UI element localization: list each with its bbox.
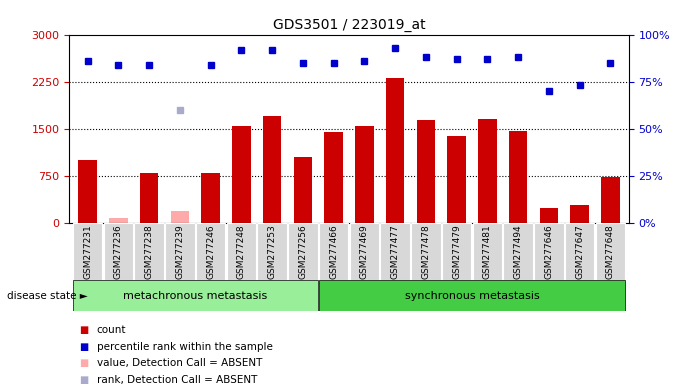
Text: GSM277239: GSM277239	[176, 224, 184, 279]
Text: ■: ■	[79, 375, 88, 384]
Bar	[257, 223, 287, 280]
Title: GDS3501 / 223019_at: GDS3501 / 223019_at	[273, 18, 425, 32]
Bar	[104, 223, 133, 280]
Text: GSM277236: GSM277236	[114, 224, 123, 279]
Text: GSM277648: GSM277648	[606, 224, 615, 279]
Bar	[447, 136, 466, 223]
Bar	[73, 223, 102, 280]
Bar	[78, 160, 97, 223]
Text: GSM277477: GSM277477	[390, 224, 399, 279]
Bar	[386, 78, 404, 223]
Bar	[324, 132, 343, 223]
Bar	[73, 280, 318, 311]
Text: synchronous metastasis: synchronous metastasis	[405, 291, 540, 301]
Text: GSM277248: GSM277248	[237, 224, 246, 279]
Text: GSM277481: GSM277481	[483, 224, 492, 279]
Bar	[442, 223, 471, 280]
Bar	[534, 223, 564, 280]
Text: GSM277494: GSM277494	[513, 224, 522, 279]
Bar	[570, 205, 589, 223]
Text: GSM277478: GSM277478	[422, 224, 430, 279]
Text: GSM277647: GSM277647	[575, 224, 584, 279]
Text: GSM277479: GSM277479	[452, 224, 461, 279]
Bar	[263, 116, 281, 223]
Bar	[411, 223, 441, 280]
Bar	[140, 172, 158, 223]
Bar	[417, 121, 435, 223]
Bar	[201, 172, 220, 223]
Bar	[478, 119, 497, 223]
Text: ■: ■	[79, 342, 88, 352]
Bar	[319, 280, 625, 311]
Bar	[540, 208, 558, 223]
Text: GSM277469: GSM277469	[360, 224, 369, 279]
Bar	[134, 223, 164, 280]
Text: GSM277253: GSM277253	[267, 224, 276, 279]
Bar	[473, 223, 502, 280]
Bar	[355, 126, 374, 223]
Bar	[227, 223, 256, 280]
Text: ■: ■	[79, 325, 88, 335]
Bar	[165, 223, 195, 280]
Bar	[288, 223, 318, 280]
Bar	[503, 223, 533, 280]
Text: GSM277246: GSM277246	[206, 224, 215, 279]
Text: GSM277231: GSM277231	[83, 224, 92, 279]
Text: GSM277466: GSM277466	[329, 224, 338, 279]
Text: GSM277646: GSM277646	[545, 224, 553, 279]
Text: value, Detection Call = ABSENT: value, Detection Call = ABSENT	[97, 358, 262, 368]
Bar	[232, 126, 251, 223]
Bar	[319, 223, 348, 280]
Bar	[380, 223, 410, 280]
Text: ■: ■	[79, 358, 88, 368]
Bar	[601, 177, 620, 223]
Bar	[350, 223, 379, 280]
Bar	[509, 131, 527, 223]
Text: count: count	[97, 325, 126, 335]
Text: percentile rank within the sample: percentile rank within the sample	[97, 342, 273, 352]
Bar	[109, 218, 128, 223]
Bar	[294, 157, 312, 223]
Text: rank, Detection Call = ABSENT: rank, Detection Call = ABSENT	[97, 375, 257, 384]
Bar	[596, 223, 625, 280]
Bar	[171, 211, 189, 223]
Bar	[196, 223, 225, 280]
Text: disease state ►: disease state ►	[7, 291, 88, 301]
Text: GSM277256: GSM277256	[299, 224, 307, 279]
Bar	[565, 223, 594, 280]
Text: metachronous metastasis: metachronous metastasis	[123, 291, 267, 301]
Text: GSM277238: GSM277238	[144, 224, 153, 279]
